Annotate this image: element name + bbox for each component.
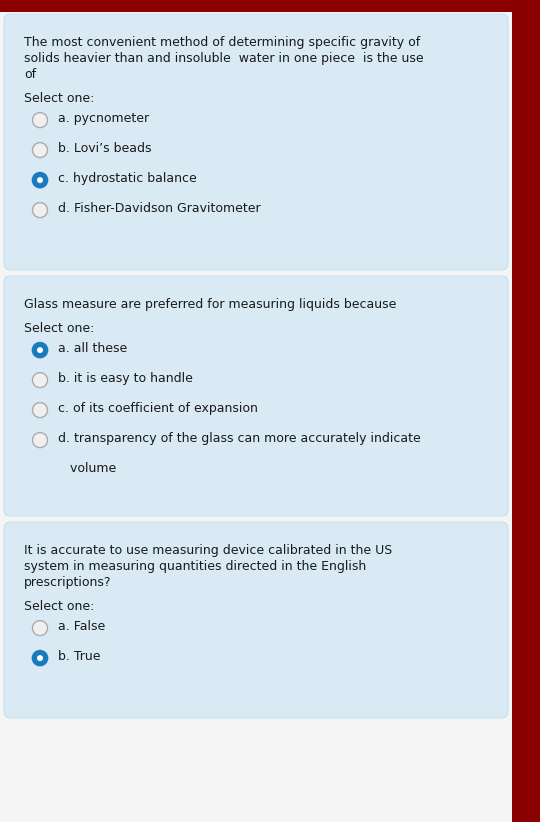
Text: c. hydrostatic balance: c. hydrostatic balance xyxy=(58,172,197,185)
Ellipse shape xyxy=(37,177,43,183)
Text: solids heavier than and insoluble  water in one piece  is the use: solids heavier than and insoluble water … xyxy=(24,52,423,65)
Text: It is accurate to use measuring device calibrated in the US: It is accurate to use measuring device c… xyxy=(24,544,392,557)
Ellipse shape xyxy=(32,650,48,666)
FancyBboxPatch shape xyxy=(4,522,508,718)
Ellipse shape xyxy=(32,113,48,127)
Text: Select one:: Select one: xyxy=(24,600,94,613)
Text: d. transparency of the glass can more accurately indicate: d. transparency of the glass can more ac… xyxy=(58,432,421,445)
Ellipse shape xyxy=(37,655,43,661)
FancyBboxPatch shape xyxy=(0,0,512,822)
Ellipse shape xyxy=(32,432,48,448)
Text: Glass measure are preferred for measuring liquids because: Glass measure are preferred for measurin… xyxy=(24,298,396,311)
FancyBboxPatch shape xyxy=(0,0,512,12)
Text: d. Fisher-Davidson Gravitometer: d. Fisher-Davidson Gravitometer xyxy=(58,202,261,215)
Ellipse shape xyxy=(32,343,48,358)
Ellipse shape xyxy=(37,347,43,353)
Text: system in measuring quantities directed in the English: system in measuring quantities directed … xyxy=(24,560,366,573)
Text: prescriptions?: prescriptions? xyxy=(24,576,111,589)
Text: The most convenient method of determining specific gravity of: The most convenient method of determinin… xyxy=(24,36,420,49)
Text: volume: volume xyxy=(58,462,116,475)
Text: Select one:: Select one: xyxy=(24,322,94,335)
Ellipse shape xyxy=(32,142,48,158)
Text: Select one:: Select one: xyxy=(24,92,94,105)
Ellipse shape xyxy=(32,621,48,635)
Text: of: of xyxy=(24,68,36,81)
Text: a. False: a. False xyxy=(58,620,105,633)
Text: c. of its coefficient of expansion: c. of its coefficient of expansion xyxy=(58,402,258,415)
Ellipse shape xyxy=(32,403,48,418)
Text: b. Lovi’s beads: b. Lovi’s beads xyxy=(58,142,152,155)
Text: b. True: b. True xyxy=(58,650,100,663)
FancyBboxPatch shape xyxy=(4,14,508,270)
Ellipse shape xyxy=(32,202,48,218)
Text: b. it is easy to handle: b. it is easy to handle xyxy=(58,372,193,385)
FancyBboxPatch shape xyxy=(4,276,508,516)
Ellipse shape xyxy=(32,372,48,388)
Ellipse shape xyxy=(32,173,48,187)
Text: a. pycnometer: a. pycnometer xyxy=(58,112,149,125)
FancyBboxPatch shape xyxy=(512,0,540,822)
Text: a. all these: a. all these xyxy=(58,342,127,355)
